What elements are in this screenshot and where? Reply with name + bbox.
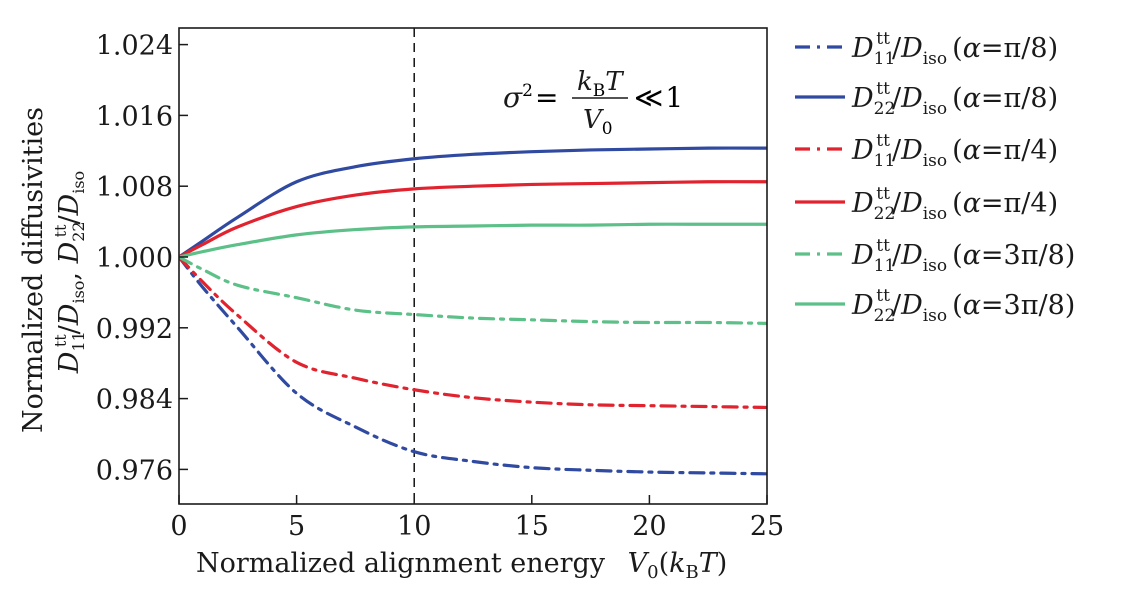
plot-area <box>179 28 767 504</box>
legend-label: D22tt/Diso (α=3π/8) <box>851 286 1075 326</box>
x-axis-label-var: V <box>628 548 650 579</box>
x-axis-ticks: 0 5 10 15 20 25 <box>170 495 784 542</box>
y-tick-label: 1.024 <box>96 31 173 62</box>
y-tick-label: 1.016 <box>96 101 173 132</box>
x-tick-label: 10 <box>397 511 431 542</box>
x-axis-label-k-sub: B <box>686 562 699 583</box>
y-tick-label: 0.976 <box>96 455 173 486</box>
x-axis-label-paren-open: ( <box>659 548 670 579</box>
legend: D11tt/Diso (α=π/8) D22tt/Diso (α=π/8) D11tt/… <box>795 29 1075 326</box>
y-tick-label: 0.992 <box>96 314 173 345</box>
x-axis-label-k: k <box>669 548 685 579</box>
x-tick-label: 20 <box>632 511 666 542</box>
legend-item: D22tt/Diso (α=π/4) <box>795 184 1058 224</box>
legend-label: D22tt/Diso (α=π/4) <box>851 184 1058 224</box>
y-axis-label-line1: Normalized diffusivities <box>18 107 49 433</box>
y-axis-label-formula: D11tt/Diso, D22tt/Diso <box>51 171 88 374</box>
y-axis-label: Normalized diffusivities <box>18 107 49 433</box>
y-tick-label: 1.000 <box>96 243 173 274</box>
x-tick-label: 25 <box>750 511 784 542</box>
x-tick-label: 0 <box>170 511 187 542</box>
y-tick-label: 1.008 <box>96 172 173 203</box>
legend-item: D11tt/Diso (α=π/8) <box>795 29 1058 69</box>
annotation-denominator: V0 <box>583 105 613 139</box>
y-axis-ticks: 0.976 0.984 0.992 1.000 1.008 1.016 1.024 <box>96 31 188 486</box>
sigma-annotation: σ2= kBT V0 ≪1 <box>503 67 683 139</box>
legend-item: D22tt/Diso (α=3π/8) <box>795 286 1075 326</box>
series-line-2 <box>179 146 767 259</box>
annotation-lhs: σ2= <box>503 81 558 114</box>
series-line-1 <box>179 255 767 476</box>
plot-frame <box>178 27 768 505</box>
annotation-rhs: ≪1 <box>634 81 683 114</box>
series-line-5 <box>179 255 767 325</box>
series-line-6 <box>179 222 767 259</box>
x-axis-label-paren-close: ) <box>717 548 728 579</box>
series-line-4 <box>179 180 767 259</box>
x-tick-label: 15 <box>515 511 549 542</box>
annotation-numerator: kBT <box>577 67 624 101</box>
legend-item: D11tt/Diso (α=3π/8) <box>795 236 1075 276</box>
series-line-3 <box>179 255 767 410</box>
y-tick-label: 0.984 <box>96 385 173 416</box>
legend-label: D11tt/Diso (α=π/8) <box>851 29 1058 69</box>
legend-label: D11tt/Diso (α=3π/8) <box>851 236 1075 276</box>
legend-label: D11tt/Diso (α=π/4) <box>851 131 1058 171</box>
x-axis-label-T: T <box>699 548 719 579</box>
legend-label: D22tt/Diso (α=π/8) <box>851 79 1058 119</box>
x-axis-label: Normalized alignment energy V0(kBT) <box>196 548 727 583</box>
x-tick-label: 5 <box>288 511 305 542</box>
x-axis-label-var-sub: 0 <box>647 562 658 583</box>
x-axis-label-text: Normalized alignment energy <box>196 548 606 579</box>
legend-item: D22tt/Diso (α=π/8) <box>795 79 1058 119</box>
axes <box>178 27 768 505</box>
legend-item: D11tt/Diso (α=π/4) <box>795 131 1058 171</box>
y-axis-label-line2: D11tt/Diso, D22tt/Diso <box>51 171 88 374</box>
